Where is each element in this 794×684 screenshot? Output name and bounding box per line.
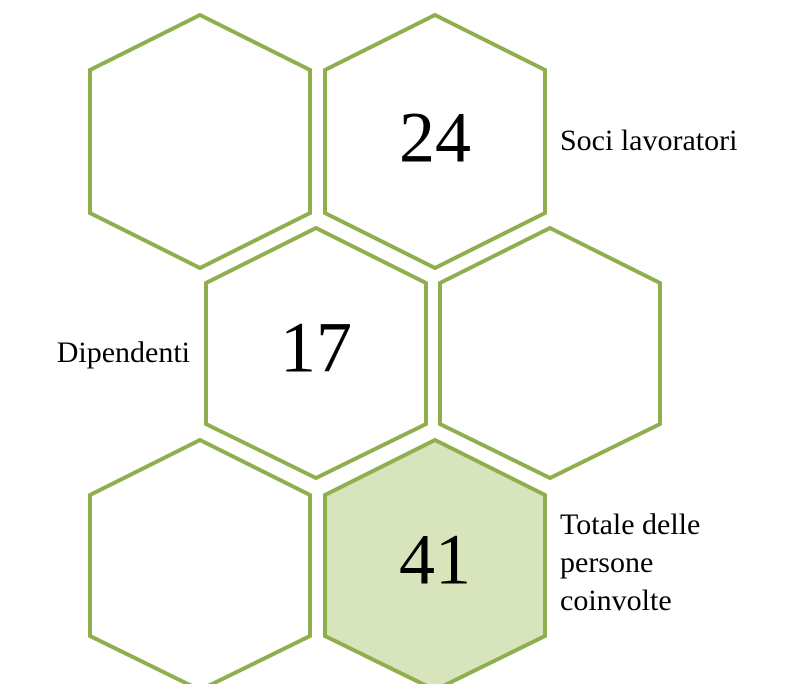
node-value: 24 bbox=[399, 98, 471, 178]
hexagon bbox=[88, 437, 312, 684]
node-label: Totale delle bbox=[560, 508, 700, 541]
node-label: Soci lavoratori bbox=[560, 124, 737, 157]
node-label: Dipendenti bbox=[57, 336, 190, 369]
hexagon bbox=[204, 225, 428, 481]
node-value: 17 bbox=[280, 308, 352, 388]
hexagon bbox=[438, 225, 662, 481]
hexagon-highlight bbox=[323, 437, 547, 684]
node-label: persone bbox=[560, 546, 653, 579]
hexagon bbox=[323, 12, 547, 271]
node-label: coinvolte bbox=[560, 584, 672, 617]
hexagon bbox=[88, 12, 312, 271]
node-value: 41 bbox=[399, 520, 471, 600]
